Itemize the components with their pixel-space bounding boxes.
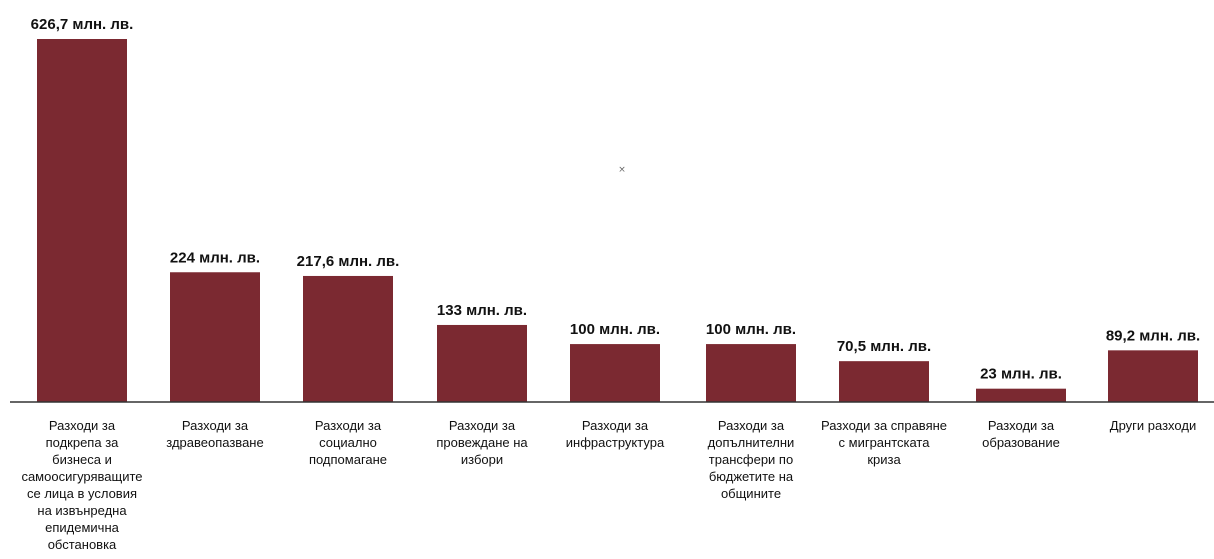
bar-5 [570, 344, 660, 402]
value-labels-group: 626,7 млн. лв. 224 млн. лв. 217,6 млн. лв.… [31, 16, 1200, 383]
category-label-5: Разходи за инфраструктура [566, 418, 665, 450]
value-label-7: 70,5 млн. лв. [837, 338, 931, 355]
category-label-line: бизнеса и [52, 452, 112, 467]
category-label-9: Други разходи [1110, 418, 1196, 433]
category-label-line: трансфери по [709, 452, 793, 467]
category-label-line: Разходи за [449, 418, 516, 433]
category-label-line: допълнителни [708, 435, 795, 450]
bar-8 [976, 388, 1066, 402]
bar-1 [37, 39, 127, 402]
category-label-6: Разходи за допълнителни трансфери по бюджет… [708, 418, 795, 501]
bars-group [37, 39, 1198, 402]
category-label-line: криза [867, 452, 901, 467]
category-label-line: Разходи за [718, 418, 785, 433]
category-label-line: Разходи за [582, 418, 649, 433]
category-label-line: здравеопазване [166, 435, 263, 450]
stray-mark: × [618, 165, 626, 175]
category-label-line: обстановка [48, 537, 117, 552]
category-labels-group: Разходи за подкрепа за бизнеса и самоосигур… [21, 418, 1196, 552]
bar-3 [303, 275, 393, 402]
category-label-line: Разходи за справяне [821, 418, 947, 433]
category-label-line: с мигрантската [839, 435, 931, 450]
category-label-line: Разходи за [182, 418, 249, 433]
category-label-line: бюджетите на [709, 469, 794, 484]
category-label-7: Разходи за справяне с мигрантската криза [821, 418, 947, 467]
category-label-line: образование [982, 435, 1060, 450]
value-label-8: 23 млн. лв. [980, 366, 1062, 383]
category-label-line: епидемична [45, 520, 119, 535]
bar-2 [170, 272, 260, 402]
value-label-5: 100 млн. лв. [570, 321, 660, 338]
category-label-3: Разходи за социално подпомагане [309, 418, 387, 467]
category-label-line: избори [461, 452, 503, 467]
category-label-line: подкрепа за [46, 435, 120, 450]
value-label-4: 133 млн. лв. [437, 302, 527, 319]
category-label-line: се лица в условия [27, 486, 137, 501]
bar-9 [1108, 350, 1198, 402]
category-label-line: Разходи за [315, 418, 382, 433]
category-label-line: Разходи за [49, 418, 116, 433]
value-label-6: 100 млн. лв. [706, 321, 796, 338]
category-label-2: Разходи за здравеопазване [166, 418, 263, 450]
category-label-1: Разходи за подкрепа за бизнеса и самоосигур… [21, 418, 142, 552]
category-label-8: Разходи за образование [982, 418, 1060, 450]
value-label-9: 89,2 млн. лв. [1106, 327, 1200, 344]
category-label-line: на извънредна [37, 503, 127, 518]
category-label-line: провеждане на [436, 435, 528, 450]
category-label-line: Други разходи [1110, 418, 1196, 433]
category-label-line: общините [721, 486, 781, 501]
category-label-line: самоосигуряващите [21, 469, 142, 484]
category-label-line: Разходи за [988, 418, 1055, 433]
category-label-line: инфраструктура [566, 435, 665, 450]
category-label-4: Разходи за провеждане на избори [436, 418, 528, 467]
category-label-line: подпомагане [309, 452, 387, 467]
bar-6 [706, 344, 796, 402]
category-label-line: социално [319, 435, 377, 450]
value-label-3: 217,6 млн. лв. [297, 253, 400, 270]
bar-7 [839, 361, 929, 402]
value-label-2: 224 млн. лв. [170, 249, 260, 266]
bar-4 [437, 324, 527, 402]
value-label-1: 626,7 млн. лв. [31, 16, 134, 33]
